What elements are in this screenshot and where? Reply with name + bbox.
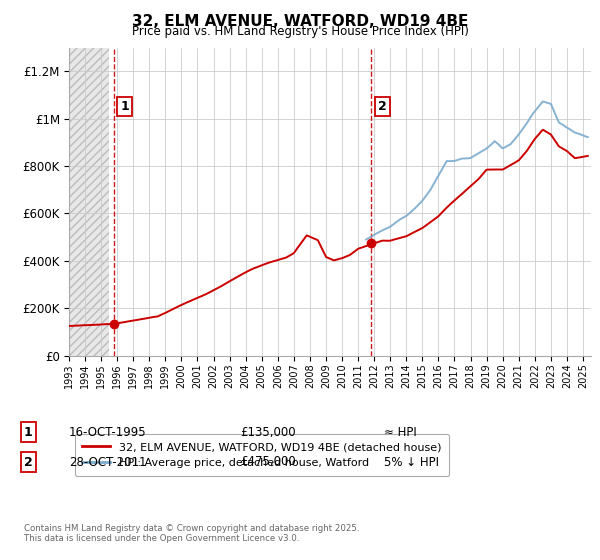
- Text: £475,000: £475,000: [240, 455, 296, 469]
- Legend: 32, ELM AVENUE, WATFORD, WD19 4BE (detached house), HPI: Average price, detached: 32, ELM AVENUE, WATFORD, WD19 4BE (detac…: [74, 433, 449, 476]
- Text: Contains HM Land Registry data © Crown copyright and database right 2025.
This d: Contains HM Land Registry data © Crown c…: [24, 524, 359, 543]
- Text: £135,000: £135,000: [240, 426, 296, 439]
- Text: 28-OCT-2011: 28-OCT-2011: [69, 455, 146, 469]
- Text: 2: 2: [24, 455, 33, 469]
- Text: 1: 1: [24, 426, 33, 439]
- Text: 32, ELM AVENUE, WATFORD, WD19 4BE: 32, ELM AVENUE, WATFORD, WD19 4BE: [132, 14, 468, 29]
- Text: 16-OCT-1995: 16-OCT-1995: [69, 426, 146, 439]
- Text: 2: 2: [378, 100, 386, 113]
- Text: Price paid vs. HM Land Registry's House Price Index (HPI): Price paid vs. HM Land Registry's House …: [131, 25, 469, 38]
- Bar: [69, 48, 109, 356]
- Text: 1: 1: [120, 100, 129, 113]
- Text: ≈ HPI: ≈ HPI: [384, 426, 417, 439]
- Text: 5% ↓ HPI: 5% ↓ HPI: [384, 455, 439, 469]
